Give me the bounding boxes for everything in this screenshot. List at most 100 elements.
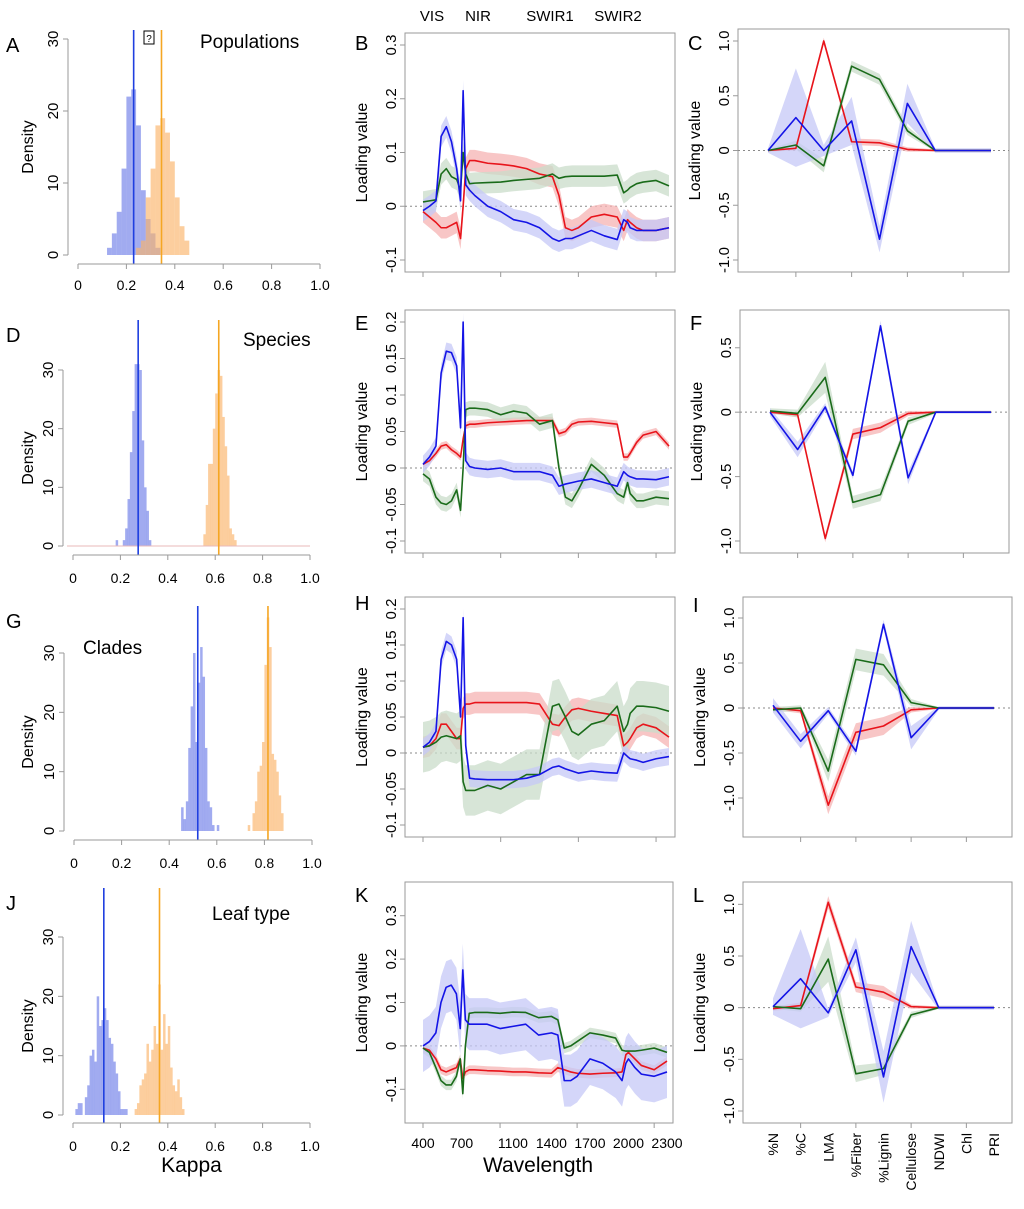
y-axis-label: Loading value — [354, 103, 371, 203]
histogram-bar-null — [204, 747, 208, 831]
panel-letter: B — [355, 33, 368, 55]
histogram-bar-observed — [262, 742, 265, 831]
y-axis-label: Loading value — [689, 382, 706, 482]
histogram-bar-null — [99, 1026, 102, 1115]
histogram-bar-observed — [172, 1085, 176, 1115]
histogram-bar-null — [134, 364, 138, 546]
histogram-bar-observed — [151, 1049, 154, 1115]
loading-panel-H: -0.1 -0.05 0 0.05 0.1 0.15 0.2 Loading value H — [354, 593, 676, 842]
x-axis-label: Kappa — [161, 1154, 222, 1177]
histogram-bar-observed — [136, 247, 141, 255]
loading-line-blue — [422, 89, 670, 242]
histogram-bar-null — [96, 996, 100, 1115]
loading-panel-E: -0.1 -0.05 0 0.05 0.1 0.15 0.2 Loading value E — [354, 309, 676, 558]
histogram-bar-observed — [144, 1073, 147, 1115]
x-tick-label: 400 — [411, 1135, 435, 1151]
histogram-bar-observed — [203, 534, 206, 546]
histogram-bar-observed — [146, 1043, 149, 1115]
histogram-bar-observed — [264, 664, 267, 831]
histogram-bar-null — [120, 1109, 123, 1115]
loading-panel-B: -0.1 0 0.1 0.2 0.3 Loading value B VIS NIR SWIR1 S… — [354, 8, 676, 277]
x-category-label: Cellulose — [903, 1133, 919, 1191]
y-tick-label: -0.5 — [721, 740, 738, 766]
histogram-bar-null — [181, 807, 184, 831]
histogram-bar-null — [75, 1109, 78, 1115]
y-tick-label: 10 — [45, 175, 62, 192]
histogram-bar-observed — [163, 1014, 166, 1115]
histogram-bar-observed — [252, 813, 255, 831]
histogram-bar-observed — [212, 428, 216, 546]
loading-line-red — [422, 701, 670, 749]
histogram-bar-observed — [222, 416, 225, 546]
y-tick-label: 0 — [383, 749, 400, 757]
x-tick-label: 1400 — [536, 1135, 567, 1151]
y-tick-label: -0.05 — [383, 487, 400, 521]
loading-line-blue — [767, 102, 991, 240]
histogram-bar-observed — [139, 1085, 142, 1115]
histogram-panel-J: 0 10 20 30 0 0.2 0.4 0.6 0.8 1.0 J Density Leaf type… — [6, 888, 320, 1177]
y-tick-label: 0.5 — [718, 337, 735, 358]
histogram-bar-null — [94, 1061, 97, 1115]
y-tick-label: -1.0 — [718, 528, 735, 554]
confidence-band-blue — [773, 920, 994, 1103]
y-tick-label: 0.05 — [383, 417, 400, 446]
histogram-bar-observed — [141, 1079, 145, 1115]
histogram-bar-observed — [179, 226, 185, 255]
histogram-bar-null — [209, 807, 213, 831]
confidence-band-green — [423, 1006, 667, 1099]
histogram-bar-null — [127, 499, 130, 546]
y-tick-label: 0 — [718, 408, 735, 416]
y-axis-label: Loading value — [354, 667, 371, 767]
x-tick-label: 0.8 — [262, 277, 282, 293]
y-tick-label: 30 — [40, 362, 57, 379]
histogram-bar-observed — [254, 801, 258, 831]
panel-letter: K — [355, 885, 369, 907]
histogram-bar-null — [202, 676, 206, 831]
y-tick-label: -1.0 — [721, 1098, 738, 1124]
x-tick-label: 0.2 — [111, 570, 131, 586]
panel-title: Leaf type — [212, 904, 290, 925]
y-tick-label: 0.2 — [383, 88, 400, 109]
y-axis-label: Density — [20, 999, 37, 1052]
histogram-bar-null — [125, 528, 128, 546]
histogram-bar-null — [126, 96, 132, 255]
x-tick-label: 0.8 — [253, 1138, 273, 1154]
y-axis-label: Density — [20, 120, 37, 173]
x-tick-label: 1100 — [498, 1135, 528, 1151]
histogram-bar-null — [200, 647, 203, 831]
histogram-bar-observed — [150, 168, 156, 255]
loading-panel-L: -1.0 -0.5 0 0.5 1.0 Loading value L %N %C LMA %Fib… — [692, 881, 1013, 1191]
confidence-band-red — [773, 706, 994, 815]
histogram-bar-observed — [219, 375, 223, 546]
y-tick-label: 0 — [45, 251, 62, 259]
x-tick-label: 0.8 — [253, 570, 273, 586]
histogram-bar-null — [190, 706, 194, 831]
confidence-band-red — [770, 410, 991, 543]
histogram-bar-null — [148, 540, 152, 546]
histogram-bar-observed — [170, 1067, 173, 1115]
histogram-bar-observed — [177, 1079, 180, 1115]
histogram-bar-null — [80, 1103, 83, 1115]
y-tick-label: 30 — [40, 929, 57, 946]
y-tick-label: 0 — [41, 827, 58, 835]
histogram-panel-A: 0 10 20 30 0 0.2 0.4 0.6 0.8 1.0 A Density Populatio… — [6, 30, 330, 293]
histogram-bar-observed — [153, 1026, 157, 1115]
histogram-bar-null — [207, 801, 210, 831]
histogram-bar-null — [139, 370, 142, 546]
histogram-bar-observed — [229, 528, 232, 546]
histogram-bar-observed — [234, 540, 237, 546]
loading-line-green — [772, 658, 994, 772]
y-tick-label: 0.5 — [721, 946, 738, 967]
histogram-bar-null — [107, 247, 112, 255]
x-category-label: %Lignin — [876, 1133, 892, 1183]
spectral-band-label: SWIR2 — [594, 8, 642, 25]
y-tick-label: 0 — [721, 1003, 738, 1011]
histogram-bar-observed — [281, 813, 284, 831]
histogram-bar-observed — [227, 475, 230, 546]
histogram-bar-null — [116, 211, 122, 255]
histogram-bar-observed — [169, 161, 175, 255]
histogram-bar-null — [84, 1097, 88, 1115]
annotation-text: ? — [146, 34, 152, 45]
spectral-band-label: SWIR1 — [526, 8, 574, 25]
x-tick-label: 0.4 — [158, 570, 178, 586]
